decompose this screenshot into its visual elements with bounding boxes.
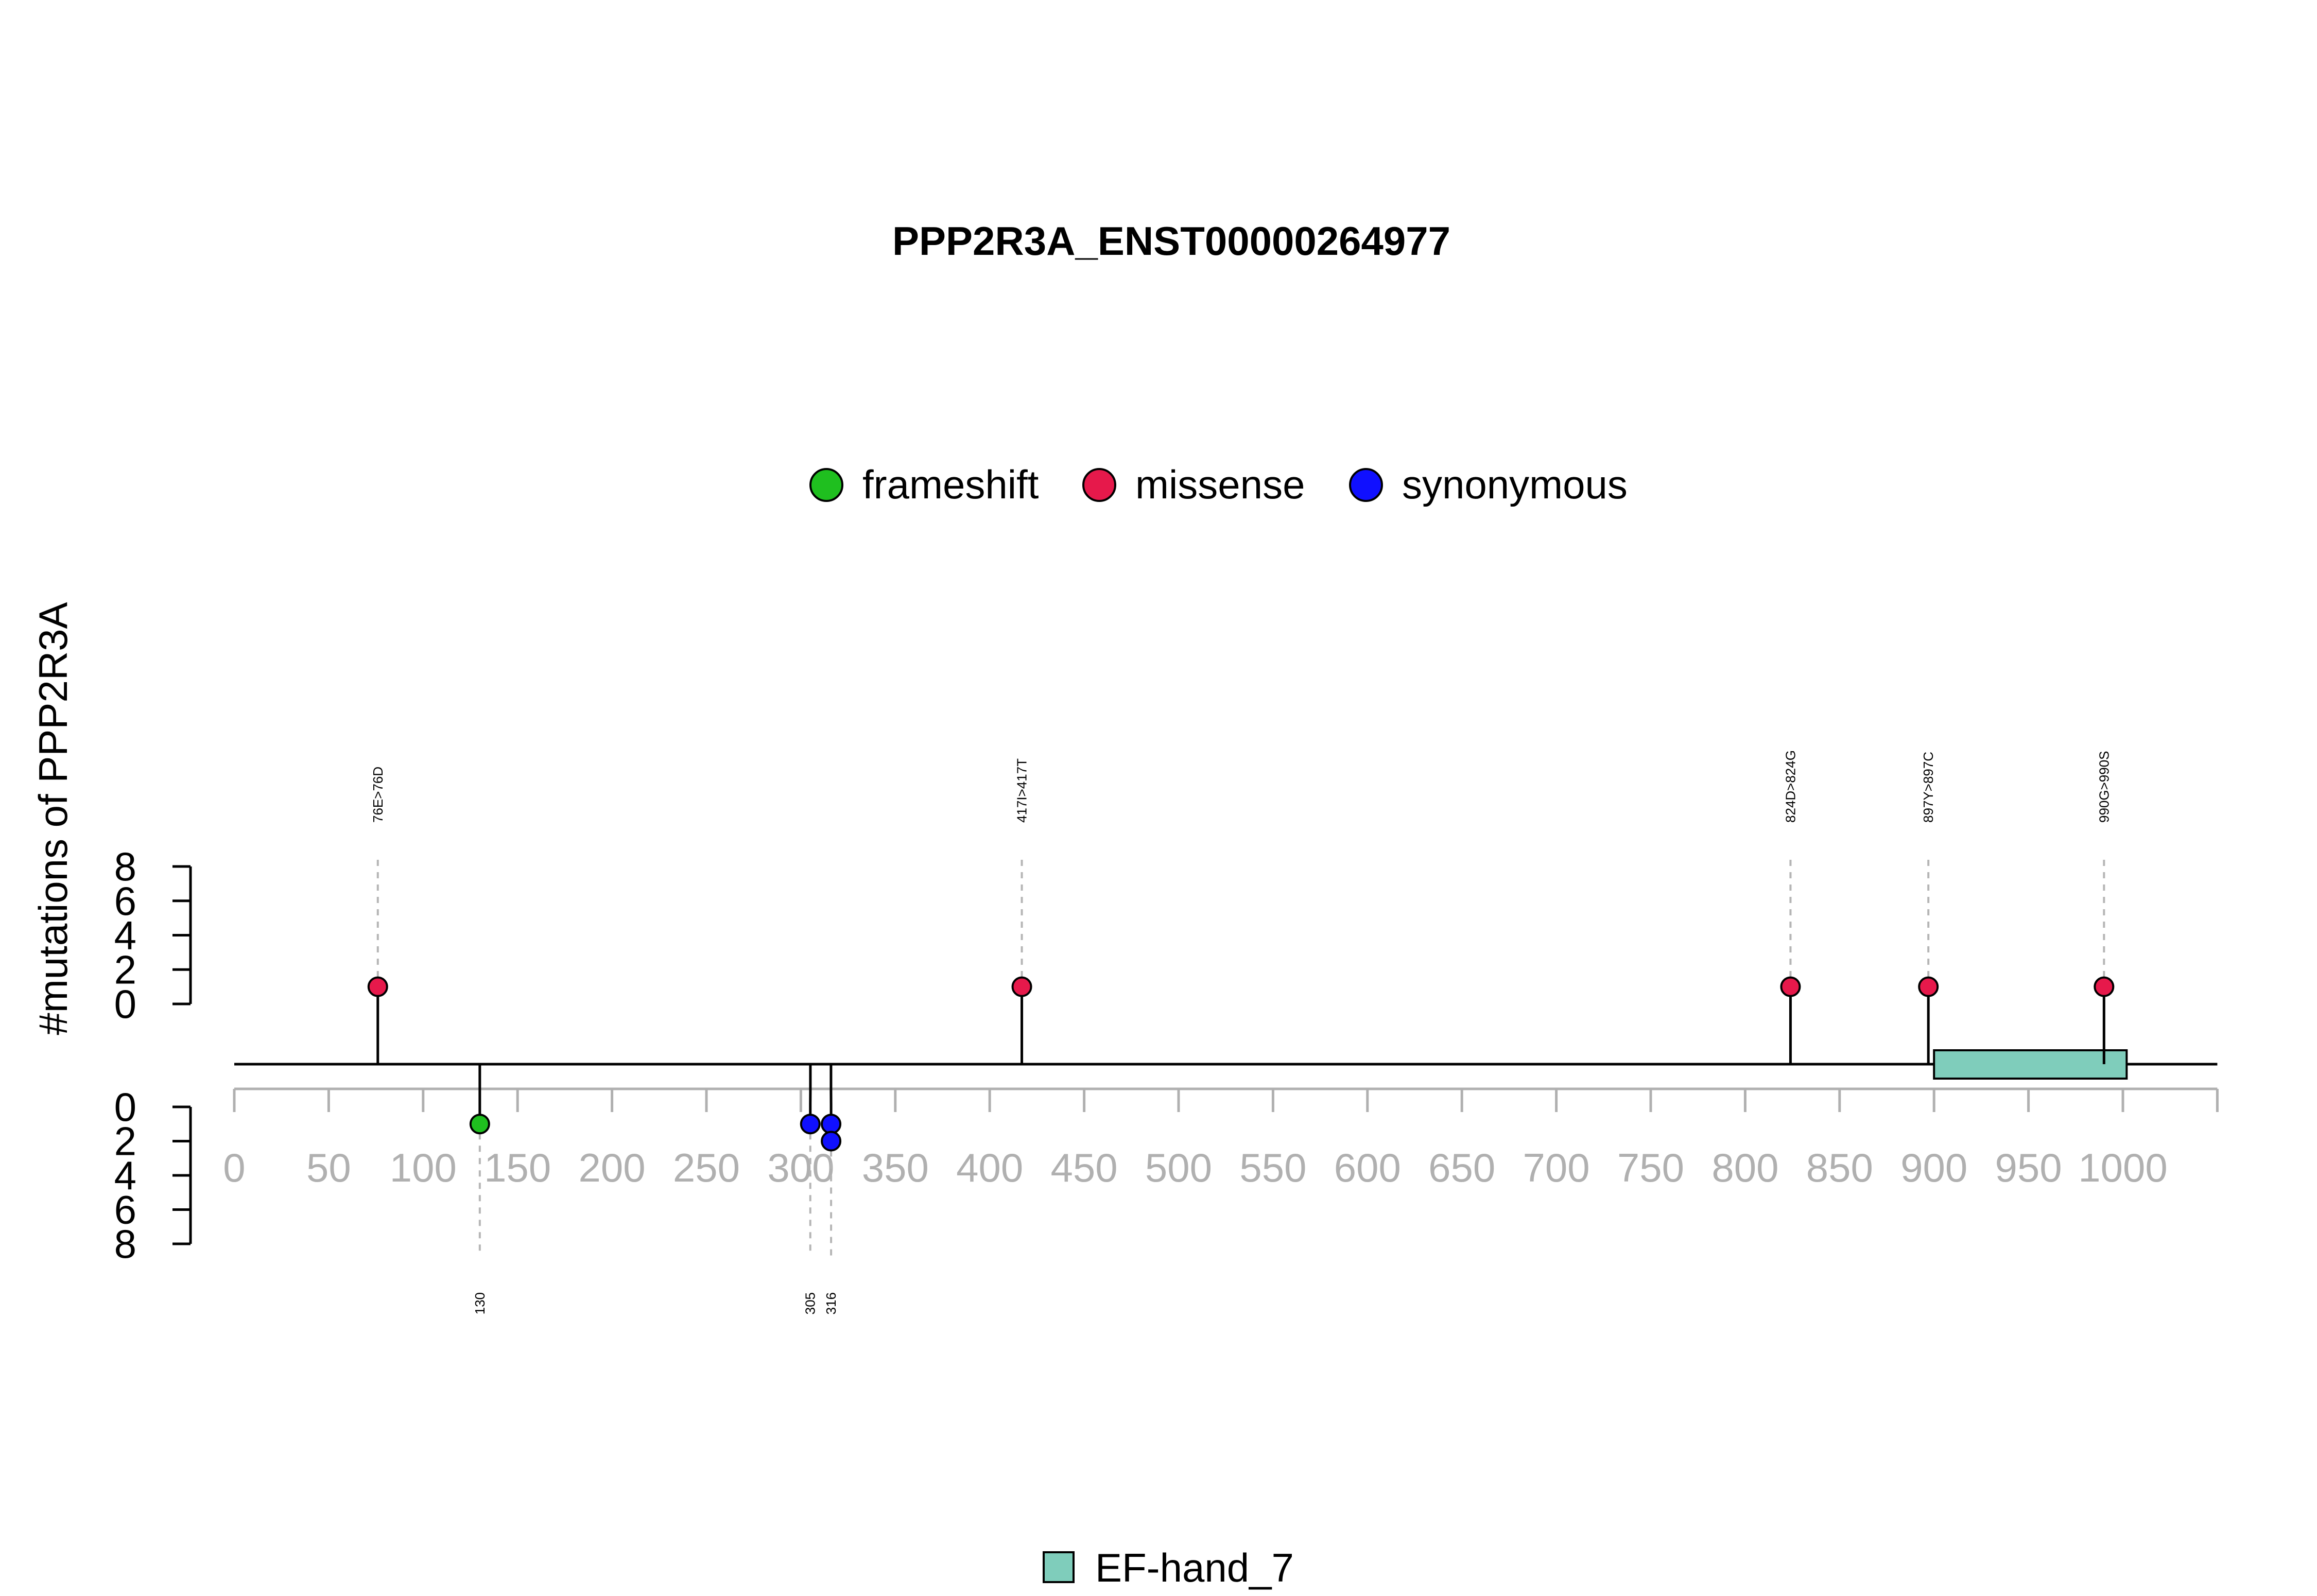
x-tick-label: 800 — [1711, 1145, 1778, 1190]
lower-lollipops: 130 305 316 — [469, 1065, 842, 1314]
legend-label-missense: missense — [1135, 462, 1305, 507]
x-tick-label: 950 — [1995, 1145, 2062, 1190]
lower-y-tick-label: 8 — [114, 1221, 136, 1267]
x-tick-label: 500 — [1145, 1145, 1212, 1190]
upper-label-897: 897Y>897C — [1921, 752, 1936, 823]
legend: frameshift missense synonymous — [809, 462, 1628, 507]
domain-EF-hand_7 — [1933, 1049, 2128, 1080]
domains — [1933, 1049, 2128, 1080]
upper-point-824 — [1780, 976, 1801, 997]
x-tick-label: 850 — [1806, 1145, 1873, 1190]
x-tick-label: 750 — [1617, 1145, 1684, 1190]
lower-label-130: 130 — [472, 1292, 488, 1314]
x-axis: 0 50 100 150 200 250 300 350 400 450 500 550 600 650 7… — [223, 1087, 2219, 1190]
lower-y-tick-label: 2 — [114, 1119, 136, 1164]
legend-marker-missense — [1082, 468, 1116, 502]
lower-label-305: 305 — [803, 1292, 818, 1314]
upper-lollipops: 76E>76D 417I>417T 824D>824G 897Y>897C 990G>9… — [367, 750, 2115, 1064]
x-tick-label: 1000 — [2078, 1145, 2168, 1190]
x-tick-label: 550 — [1239, 1145, 1306, 1190]
x-tick-label: 50 — [306, 1145, 351, 1190]
chart-title: PPP2R3A_ENST00000264977 — [892, 218, 1450, 264]
x-tick-label: 400 — [956, 1145, 1023, 1190]
x-tick-label: 150 — [484, 1145, 551, 1190]
upper-point-417 — [1011, 976, 1032, 997]
x-tick-label: 300 — [767, 1145, 834, 1190]
x-tick-label: 900 — [1900, 1145, 1967, 1190]
lower-label-316: 316 — [823, 1292, 839, 1314]
lower-point-305 — [800, 1114, 821, 1135]
legend-label-frameshift: frameshift — [862, 462, 1039, 507]
upper-y-tick-label: 8 — [114, 844, 136, 889]
upper-label-990: 990G>990S — [2096, 751, 2112, 823]
upper-y-tick-label: 0 — [114, 981, 136, 1027]
x-tick-label: 350 — [862, 1145, 929, 1190]
domain-legend-swatch-EF-hand_7 — [1043, 1551, 1075, 1583]
upper-y-tick-label: 2 — [114, 947, 136, 992]
legend-label-synonymous: synonymous — [1402, 462, 1628, 507]
lower-point-130 — [469, 1114, 490, 1135]
upper-label-417: 417I>417T — [1014, 758, 1030, 823]
x-tick-label: 250 — [673, 1145, 740, 1190]
upper-label-76: 76E>76D — [370, 767, 386, 823]
upper-point-990 — [2094, 976, 2115, 997]
upper-point-76 — [367, 976, 388, 997]
upper-point-897 — [1918, 976, 1939, 997]
domain-legend-label-EF-hand_7: EF-hand_7 — [1095, 1545, 1294, 1590]
lower-point-316 — [821, 1114, 842, 1135]
domain-legend: EF-hand_7 — [1043, 1545, 1294, 1590]
y-axis-label: #mutations of PPP2R3A — [30, 602, 76, 1035]
x-tick-label: 100 — [390, 1145, 457, 1190]
lower-y-tick-label: 6 — [114, 1187, 136, 1233]
x-tick-label: 700 — [1523, 1145, 1590, 1190]
x-tick-label: 0 — [223, 1145, 245, 1190]
upper-y-tick-label: 6 — [114, 878, 136, 924]
lower-y-tick-label: 0 — [114, 1084, 136, 1130]
upper-label-824: 824D>824G — [1783, 750, 1798, 823]
x-tick-label: 650 — [1428, 1145, 1495, 1190]
lower-y-tick-label: 4 — [114, 1153, 136, 1198]
x-tick-label: 600 — [1334, 1145, 1401, 1190]
legend-marker-frameshift — [809, 468, 843, 502]
lower-point-316 — [821, 1131, 842, 1152]
x-tick-label: 200 — [579, 1145, 646, 1190]
x-tick-label: 450 — [1051, 1145, 1118, 1190]
upper-y-tick-label: 4 — [114, 913, 136, 958]
legend-marker-synonymous — [1349, 468, 1383, 502]
